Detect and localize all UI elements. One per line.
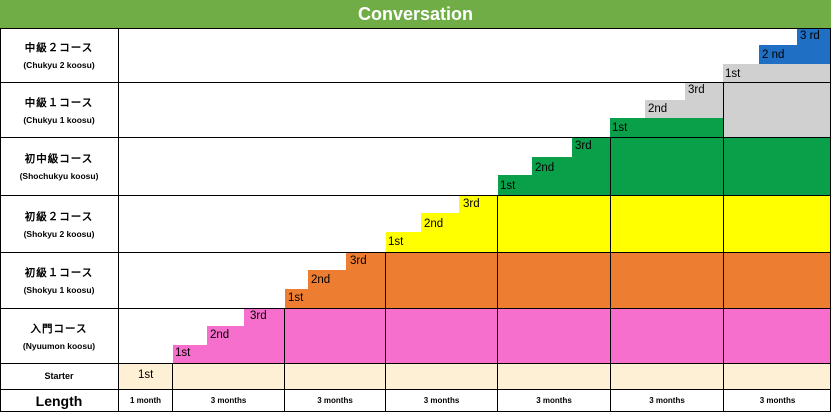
column-divider — [610, 137, 611, 412]
shokyu1-fill — [386, 252, 831, 308]
row-label-romaji: (Chukyu 1 koosu) — [23, 114, 95, 125]
nyuumon-step-label-3: 3rd — [250, 310, 267, 322]
row-divider — [0, 389, 831, 390]
shokyu2-step-label-2: 2nd — [424, 218, 444, 230]
shokyu1-step-2 — [308, 270, 346, 308]
column-divider — [0, 28, 1, 412]
column-divider — [723, 82, 724, 412]
row-label-jp: 中級１コース — [24, 96, 94, 109]
row-label-nyuumon: 入門コース (Nyuumon koosu) — [0, 308, 118, 363]
column-length-7: 3 months — [759, 396, 796, 405]
row-label-chukyu2: 中級２コース (Chukyu 2 koosu) — [0, 28, 118, 82]
chukyu1-step-3 — [685, 82, 723, 118]
chukyu2-step-label-1: 1st — [725, 68, 741, 80]
shokyu1-step-1 — [285, 289, 308, 308]
shokyu1-step-label-2: 2nd — [311, 274, 331, 286]
row-label-romaji: (Chukyu 2 koosu) — [23, 60, 95, 70]
shokyu1-step-3 — [346, 252, 386, 308]
row-divider — [0, 252, 831, 253]
nyuumon-step-2 — [207, 326, 244, 363]
shochukyu-fill — [610, 137, 831, 195]
chukyu2-step-label-2: 2 nd — [762, 49, 785, 61]
chukyu1-step-label-3: 3rd — [688, 84, 705, 96]
starter-fill — [173, 363, 831, 389]
row-label-jp: 初級１コース — [24, 267, 94, 279]
row-label-romaji: (Shokyu 1 koosu) — [23, 285, 95, 295]
chukyu2-step-2 — [759, 45, 831, 64]
starter-step-1 — [119, 363, 172, 389]
column-divider — [385, 252, 386, 412]
column-divider — [172, 363, 173, 412]
row-label-jp: 初級２コース — [24, 210, 94, 223]
shokyu1-step-label-1: 1st — [288, 292, 304, 304]
shokyu2-step-label-3: 3rd — [463, 198, 480, 210]
nyuumon-fill — [285, 308, 831, 363]
row-divider — [0, 308, 831, 309]
shochukyu-step-1 — [498, 175, 532, 195]
shokyu2-step-3 — [459, 195, 498, 252]
row-label-shokyu1: 初級１コース (Shokyu 1 koosu) — [0, 252, 118, 308]
shokyu1-step-label-3: 3rd — [350, 255, 367, 267]
shokyu2-step-label-1: 1st — [388, 236, 404, 248]
shokyu2-step-2 — [421, 213, 459, 252]
length-label: Length — [35, 392, 83, 409]
shochukyu-step-label-1: 1st — [500, 180, 516, 192]
chukyu1-step-label-1: 1st — [612, 122, 628, 134]
column-length-4: 3 months — [423, 396, 460, 405]
shochukyu-step-label-3: 3rd — [575, 140, 592, 152]
shochukyu-step-2 — [532, 157, 572, 195]
row-label-jp: 入門コース — [30, 322, 88, 335]
chukyu2-step-label-3: 3 rd — [800, 30, 820, 42]
chukyu1-step-label-2: 2nd — [648, 103, 668, 115]
shokyu2-fill — [498, 195, 831, 252]
column-length-6: 3 months — [649, 396, 685, 405]
row-divider — [0, 137, 831, 138]
row-label-chukyu1: 中級１コース (Chukyu 1 koosu) — [0, 82, 118, 137]
chukyu2-step-3 — [797, 28, 831, 45]
shochukyu-step-3 — [572, 137, 610, 195]
nyuumon-step-3 — [244, 308, 285, 363]
shokyu2-step-1 — [386, 232, 421, 252]
column-length-5: 3 months — [536, 396, 572, 405]
row-label-shokyu2: 初級２コース (Shokyu 2 koosu) — [0, 195, 118, 252]
starter-step-label-1: 1st — [138, 369, 154, 381]
column-length-3: 3 months — [317, 396, 353, 405]
chukyu1-step-1 — [610, 118, 723, 137]
chukyu1-step-2 — [645, 100, 685, 118]
row-label-jp: Starter — [44, 371, 74, 381]
row-label-jp: 中級２コース — [24, 42, 94, 54]
row-label-romaji: (Shochukyu koosu) — [19, 171, 99, 181]
row-label-romaji: (Shokyu 2 koosu) — [23, 228, 95, 239]
row-label-jp: 初中級コース — [24, 153, 94, 165]
row-label-starter: Starter — [0, 363, 118, 389]
chukyu2-step-1 — [723, 64, 831, 82]
row-divider — [0, 28, 831, 29]
chukyu1-fill — [723, 82, 831, 137]
column-divider — [118, 28, 119, 412]
shochukyu-step-label-2: 2nd — [535, 162, 555, 174]
column-divider — [284, 308, 285, 412]
nyuumon-step-1 — [173, 345, 207, 363]
column-length-2: 3 months — [210, 396, 247, 405]
row-divider — [0, 195, 831, 196]
column-length-1: 1 month — [129, 396, 162, 405]
row-divider — [0, 82, 831, 83]
nyuumon-step-label-1: 1st — [175, 347, 191, 359]
row-label-shochukyu: 初中級コース (Shochukyu koosu) — [0, 137, 118, 195]
nyuumon-step-label-2: 2nd — [210, 329, 230, 341]
column-divider — [497, 195, 498, 412]
row-label-romaji: (Nyuumon koosu) — [22, 340, 96, 351]
chart-title: Conversation — [0, 0, 831, 28]
row-divider — [0, 363, 831, 364]
